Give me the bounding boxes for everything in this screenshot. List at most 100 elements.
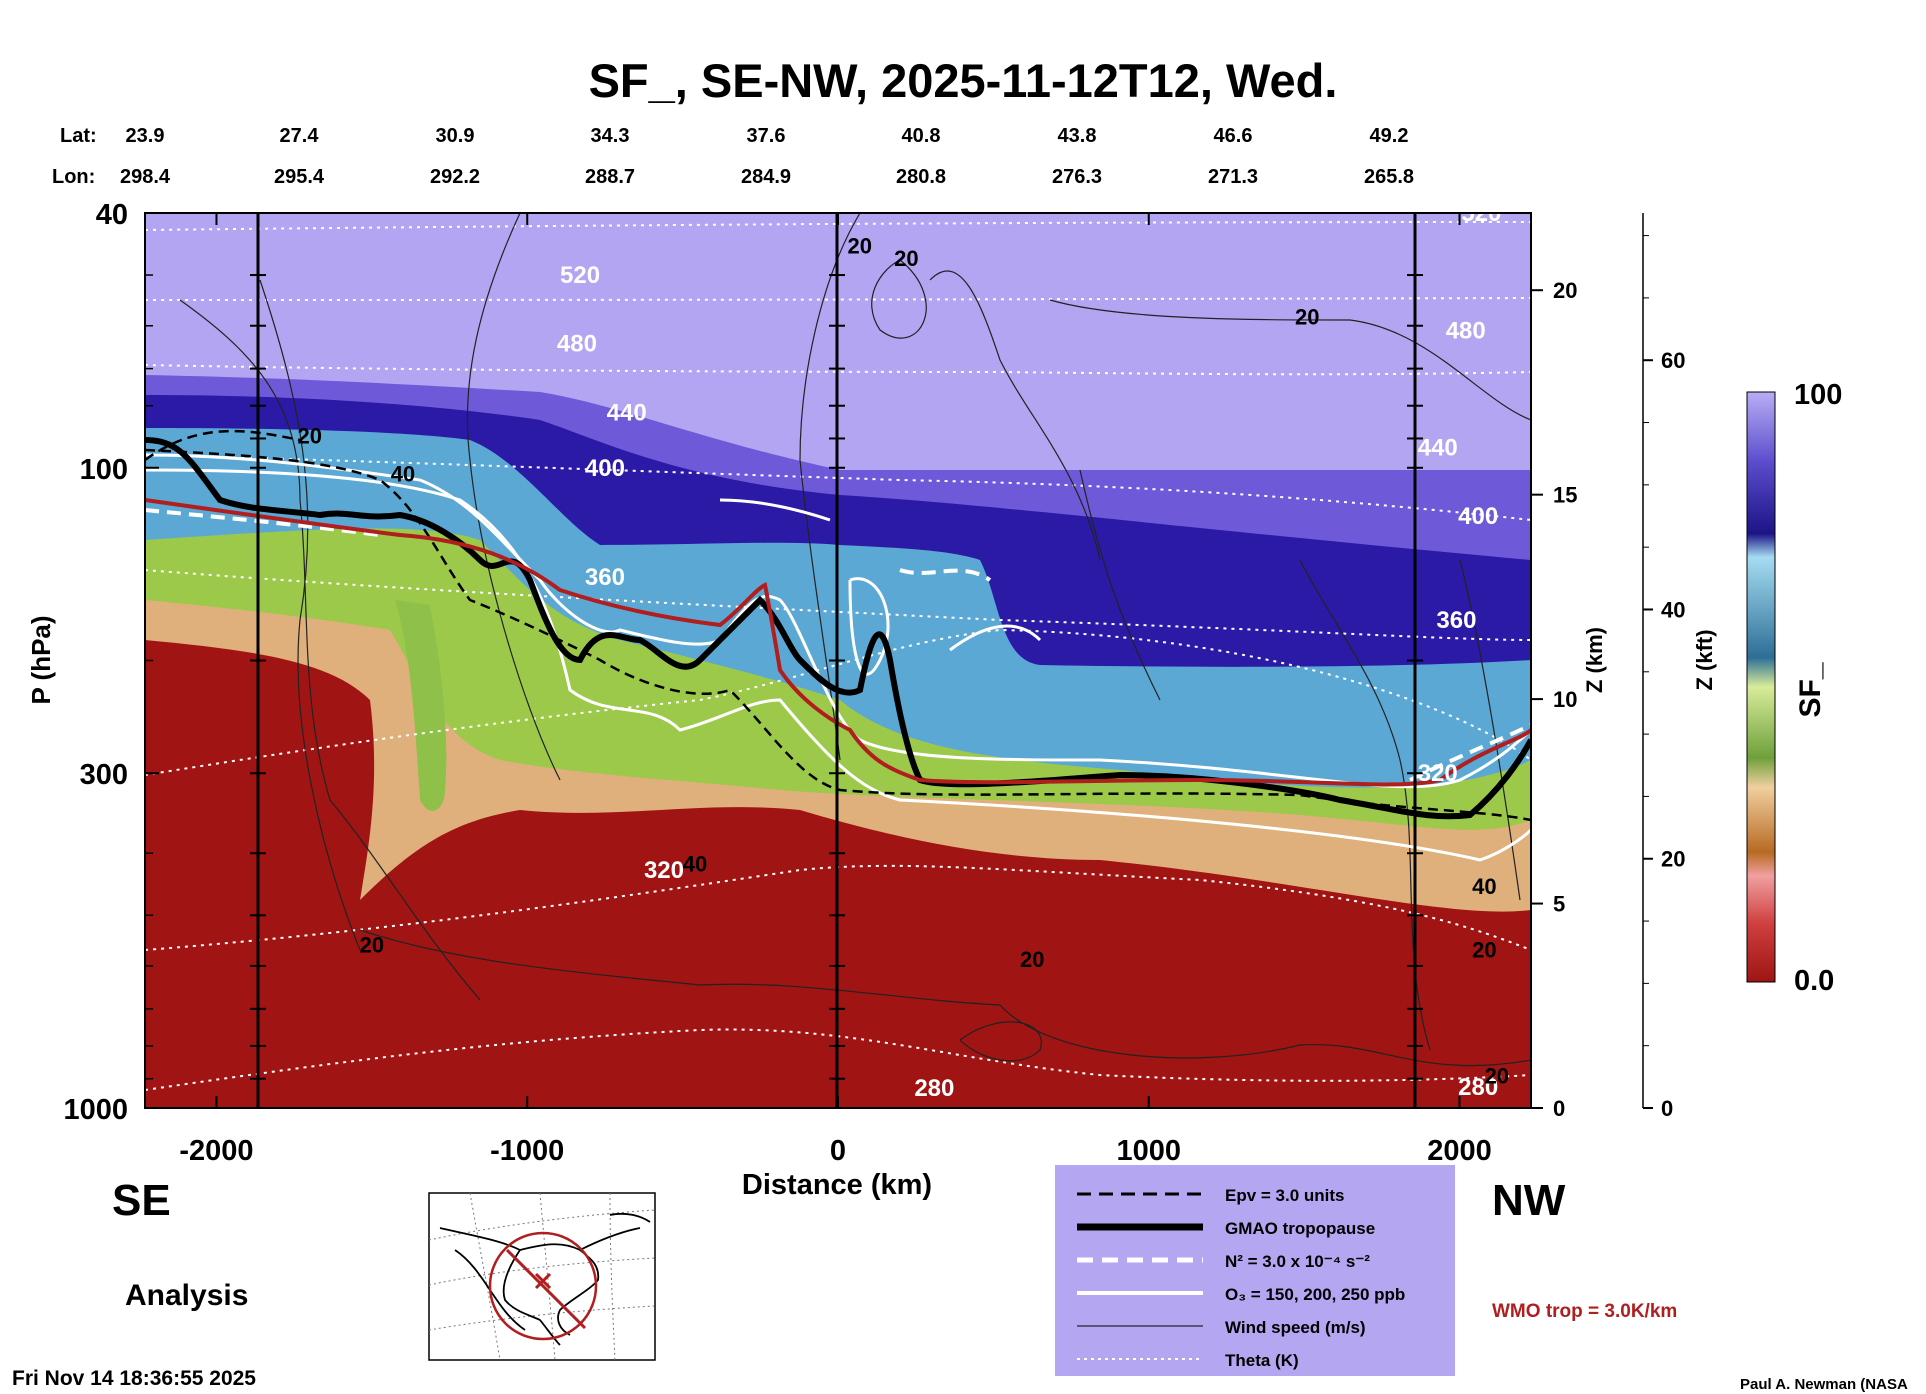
theta-label: 400 — [1458, 503, 1498, 530]
colorbar-min-label: 0.0 — [1794, 965, 1834, 997]
longitude-row: 298.4 295.4 292.2 288.7 284.9 280.8 276.3 271.3… — [120, 166, 1414, 188]
y-axis-label: P (hPa) — [26, 615, 56, 704]
x-axis-label: Distance (km) — [742, 1169, 932, 1201]
lon-value: 292.2 — [430, 166, 480, 188]
wind-label: 40 — [1472, 874, 1496, 899]
colorbar — [1746, 391, 1776, 983]
lon-value: 295.4 — [274, 166, 325, 188]
zkm-tick-label: 5 — [1553, 892, 1565, 917]
lat-label: Lat: — [60, 125, 97, 147]
inset-circle — [488, 1231, 598, 1341]
lat-value: 23.9 — [126, 125, 165, 147]
zkm-tick-label: 15 — [1553, 483, 1577, 508]
lon-value: 271.3 — [1208, 166, 1258, 188]
wmo-trop-label: WMO trop = 3.0K/km — [1492, 1301, 1677, 1322]
lat-value: 30.9 — [436, 125, 475, 147]
z-km-axis-label: Z (km) — [1582, 627, 1607, 693]
theta-contours — [145, 221, 1531, 1091]
wind-label: 20 — [1472, 937, 1496, 962]
lat-value: 49.2 — [1370, 125, 1409, 147]
x-tick-label: 2000 — [1427, 1135, 1492, 1167]
ozone-contours — [145, 453, 1531, 862]
n2-contours — [145, 508, 1531, 782]
theta-label: 480 — [557, 331, 597, 358]
zkm-tick-label: 10 — [1553, 687, 1577, 712]
inset-track-marker — [534, 1272, 552, 1290]
legend-box — [1055, 1165, 1455, 1376]
theta-label: 480 — [1446, 317, 1486, 344]
zkm-tick-label: 20 — [1553, 278, 1577, 303]
theta-label: 280 — [914, 1075, 954, 1102]
y-tick-label: 1000 — [63, 1094, 128, 1126]
theta-label: 520 — [1461, 200, 1501, 227]
z-kft-axis-label: Z (kft) — [1692, 629, 1717, 690]
legend-label: Epv = 3.0 units — [1225, 1186, 1345, 1205]
legend-label: GMAO tropopause — [1225, 1219, 1375, 1238]
zkft-tick-label: 40 — [1661, 597, 1685, 622]
lat-value: 34.3 — [591, 125, 630, 147]
lon-value: 280.8 — [896, 166, 946, 188]
theta-label: 360 — [1436, 607, 1476, 634]
x-tick-label: 0 — [830, 1135, 846, 1167]
wind-label: 20 — [360, 932, 384, 957]
lon-label: Lon: — [52, 166, 95, 188]
x-tick-label: 1000 — [1117, 1135, 1182, 1167]
theta-label: 320 — [644, 857, 684, 884]
lon-value: 298.4 — [120, 166, 171, 188]
wind-label: 20 — [1295, 304, 1319, 329]
legend-label: N² = 3.0 x 10⁻⁴ s⁻² — [1225, 1252, 1370, 1271]
zkft-tick-label: 60 — [1661, 348, 1685, 373]
lon-value: 265.8 — [1364, 166, 1414, 188]
wind-label: 40 — [683, 851, 707, 876]
inset-map — [428, 1192, 656, 1361]
legend-label: O₃ = 150, 200, 250 ppb — [1225, 1285, 1405, 1304]
legend: Epv = 3.0 units GMAO tropopause N² = 3.0 x… — [1055, 1165, 1455, 1376]
lon-value: 288.7 — [585, 166, 635, 188]
lat-value: 37.6 — [747, 125, 786, 147]
chart-title: SF_, SE-NW, 2025-11-12T12, Wed. — [589, 54, 1338, 107]
z-km-axis: 0 5 10 15 20 — [1531, 278, 1577, 1121]
direction-se: SE — [112, 1176, 171, 1225]
x-tick-label: -2000 — [179, 1135, 253, 1167]
zkm-tick-label: 0 — [1553, 1096, 1565, 1121]
credit: Paul A. Newman (NASA — [1740, 1376, 1908, 1393]
timestamp: Fri Nov 14 18:36:55 2025 — [12, 1367, 256, 1390]
field-green-tongue — [395, 600, 447, 811]
lat-value: 40.8 — [902, 125, 941, 147]
x-tick-label: -1000 — [490, 1135, 564, 1167]
colorbar-max-label: 100 — [1794, 379, 1842, 411]
wind-label: 40 — [391, 461, 415, 486]
lat-value: 46.6 — [1214, 125, 1253, 147]
epv-contours — [145, 429, 1531, 822]
zkft-tick-label: 20 — [1661, 847, 1685, 872]
x-axis: -2000 -1000 0 1000 2000 — [179, 213, 1492, 1167]
wind-label: 20 — [848, 234, 872, 259]
wind-contours — [179, 213, 1531, 1067]
theta-label: 400 — [585, 455, 625, 482]
latitude-row: 23.9 27.4 30.9 34.3 37.6 40.8 43.8 46.6 49.2 — [126, 125, 1409, 147]
lon-value: 284.9 — [741, 166, 791, 188]
zkft-tick-label: 0 — [1661, 1096, 1673, 1121]
colorbar-label: SF_ — [1794, 662, 1827, 717]
analysis-label: Analysis — [125, 1279, 248, 1312]
wind-label: 20 — [894, 246, 918, 271]
direction-nw: NW — [1492, 1176, 1566, 1225]
wmo-tropopause — [145, 498, 1531, 787]
wind-label: 20 — [1020, 947, 1044, 972]
inset-track — [505, 1248, 587, 1330]
reference-ticks — [250, 274, 1423, 1080]
legend-label: Wind speed (m/s) — [1225, 1318, 1366, 1337]
wind-labels: 20 40 20 20 20 40 20 20 40 20 20 — [297, 234, 1509, 1089]
y-tick-label: 40 — [96, 199, 128, 231]
z-kft-axis: 0 20 40 60 — [1642, 213, 1685, 1121]
y-axis: 40 100 300 1000 — [63, 199, 159, 1126]
theta-label: 440 — [607, 400, 647, 427]
lat-value: 43.8 — [1058, 125, 1097, 147]
theta-label: 280 — [1458, 1074, 1498, 1101]
theta-label: 320 — [1418, 760, 1458, 787]
theta-label: 520 — [560, 262, 600, 289]
theta-label: 360 — [585, 564, 625, 591]
wind-label: 20 — [297, 423, 321, 448]
y-tick-label: 300 — [80, 759, 128, 791]
